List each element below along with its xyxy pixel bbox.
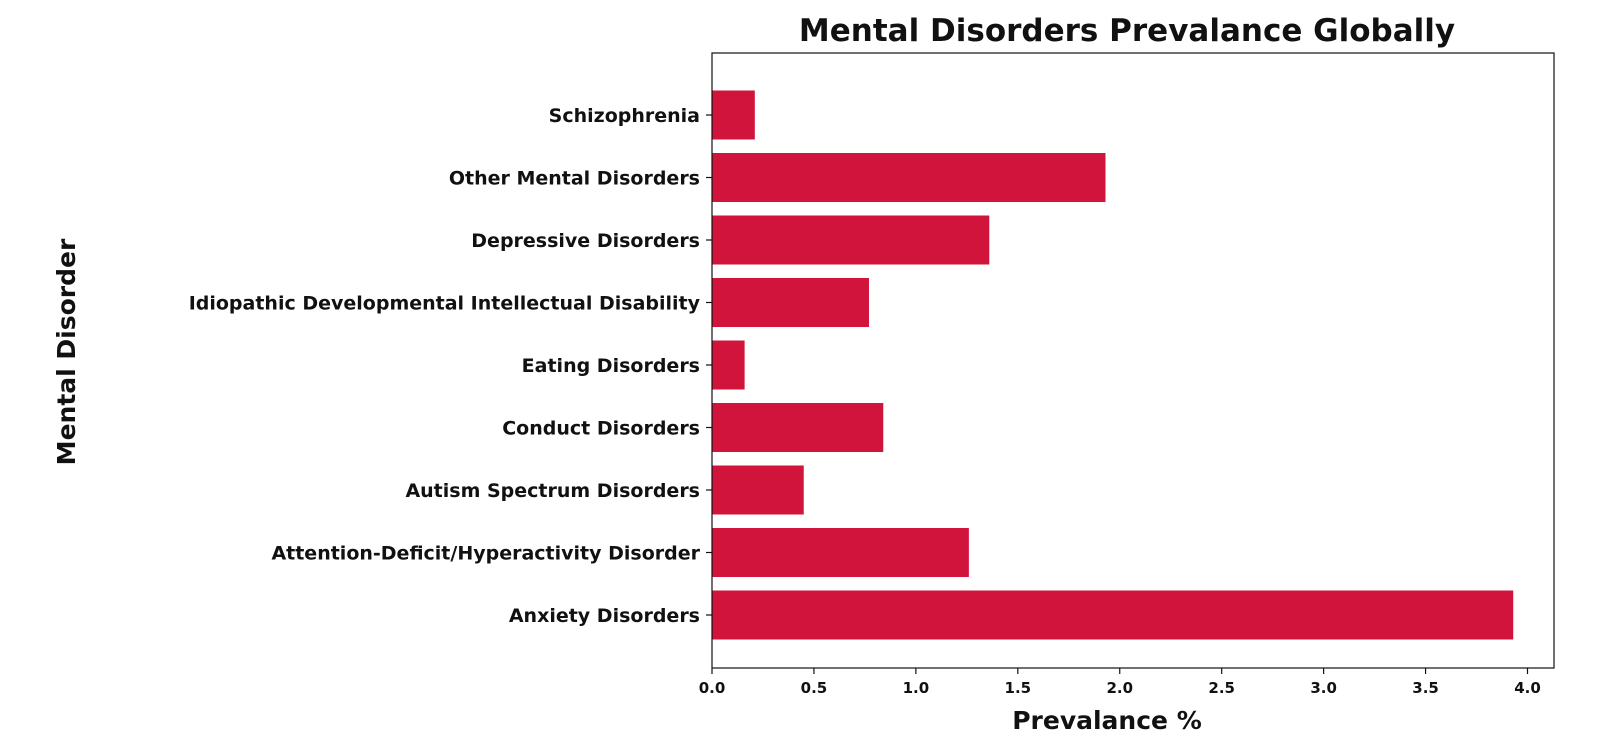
x-tick-label: 3.0 <box>1310 679 1337 697</box>
category-label: Schizophrenia <box>549 105 700 127</box>
x-tick-label: 1.5 <box>1005 679 1032 697</box>
category-label: Anxiety Disorders <box>509 605 700 627</box>
category-label: Attention-Deficit/Hyperactivity Disorder <box>271 543 700 565</box>
x-tick-label: 4.0 <box>1514 679 1541 697</box>
bars-group <box>712 90 1514 640</box>
x-tick-label: 0.0 <box>699 679 726 697</box>
bar <box>712 403 884 452</box>
bar <box>712 590 1514 640</box>
x-tick-label: 2.0 <box>1106 679 1133 697</box>
x-tick-label: 1.0 <box>903 679 930 697</box>
bar <box>712 465 804 515</box>
x-tick-label: 2.5 <box>1208 679 1235 697</box>
category-labels: Schizophrenia Other Mental Disorders Depre… <box>189 105 712 627</box>
bar <box>712 340 745 390</box>
x-tick-label: 0.5 <box>801 679 828 697</box>
y-axis-label: Mental Disorder <box>52 238 81 465</box>
category-label: Idiopathic Developmental Intellectual Di… <box>189 293 701 315</box>
category-label: Eating Disorders <box>522 355 700 377</box>
category-label: Conduct Disorders <box>502 418 700 440</box>
category-label: Other Mental Disorders <box>449 168 700 190</box>
bar <box>712 528 969 577</box>
x-ticks: 0.0 0.5 1.0 1.5 2.0 2.5 3.0 3.5 4.0 <box>699 668 1541 697</box>
x-axis-label: Prevalance % <box>1012 706 1202 735</box>
category-label: Depressive Disorders <box>471 230 700 252</box>
bar <box>712 153 1106 202</box>
category-label: Autism Spectrum Disorders <box>405 480 700 502</box>
chart-title: Mental Disorders Prevalance Globally <box>799 13 1455 49</box>
x-tick-label: 3.5 <box>1412 679 1439 697</box>
bar <box>712 278 869 327</box>
bar <box>712 215 990 265</box>
bar <box>712 90 755 140</box>
plot-frame <box>711 52 1555 669</box>
